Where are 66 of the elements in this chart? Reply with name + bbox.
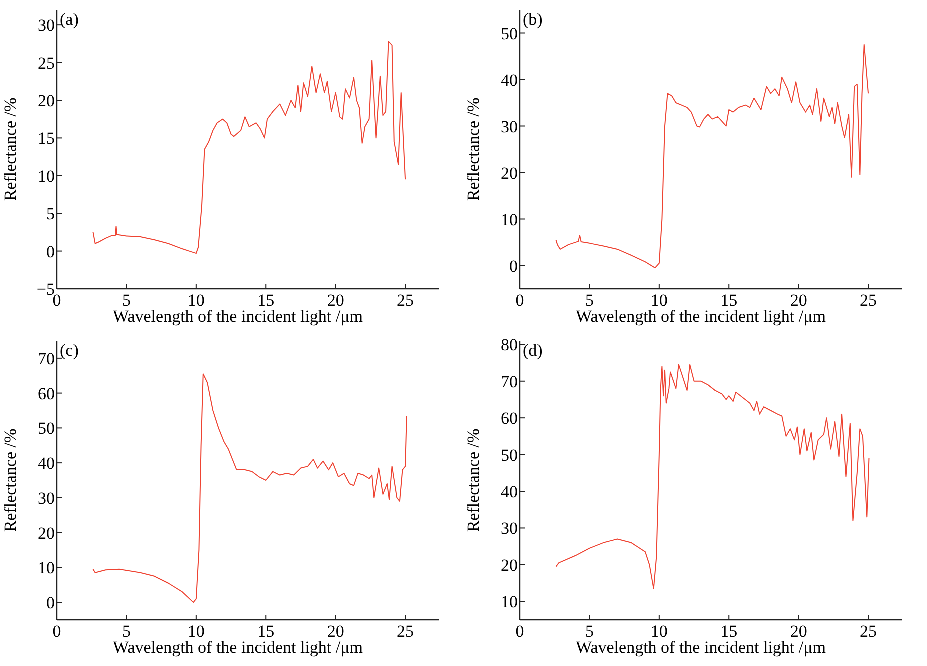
y-tick-label: 30 bbox=[38, 16, 55, 36]
x-tick-label: 15 bbox=[258, 622, 275, 641]
chart-title: (a) bbox=[60, 10, 79, 29]
y-tick-label: 20 bbox=[501, 164, 518, 183]
x-tick-label: 20 bbox=[790, 622, 808, 641]
line-series bbox=[556, 44, 870, 269]
y-tick-label: 10 bbox=[38, 558, 55, 578]
x-tick-label: 25 bbox=[397, 291, 414, 310]
x-tick-label: 10 bbox=[650, 291, 668, 310]
y-tick-label: 70 bbox=[501, 372, 518, 392]
x-tick-label: 20 bbox=[327, 622, 344, 641]
x-tick-label: 20 bbox=[327, 291, 344, 310]
y-tick-label: 10 bbox=[38, 166, 55, 186]
y-tick-label: 50 bbox=[501, 24, 518, 44]
y-tick-label: 50 bbox=[501, 446, 518, 465]
y-tick-label: 40 bbox=[501, 482, 518, 502]
y-tick-label: 0 bbox=[46, 242, 55, 262]
x-axis-title: Wavelength of the incident light /μm bbox=[113, 307, 363, 326]
x-tick-label: 5 bbox=[122, 291, 131, 310]
x-axis-title: Wavelength of the incident light /μm bbox=[113, 638, 363, 657]
x-tick-label: 25 bbox=[860, 622, 878, 641]
x-tick-label: 5 bbox=[585, 622, 594, 641]
y-axis-title: Reflectance /% bbox=[1, 428, 20, 532]
x-tick-label: 5 bbox=[122, 622, 131, 641]
y-axis-title: Reflectance /% bbox=[464, 428, 483, 532]
y-tick-label: 25 bbox=[38, 54, 55, 73]
y-tick-label: 5 bbox=[46, 204, 55, 224]
y-tick-label: 20 bbox=[501, 556, 518, 575]
chart-title: (d) bbox=[523, 341, 543, 360]
y-tick-label: 10 bbox=[501, 592, 518, 612]
line-series bbox=[92, 374, 408, 604]
y-tick-label: 50 bbox=[38, 419, 55, 438]
x-tick-label: 5 bbox=[585, 291, 594, 310]
y-tick-label: 70 bbox=[38, 349, 55, 368]
y-tick-label: 15 bbox=[38, 129, 55, 148]
y-tick-label: 0 bbox=[46, 594, 55, 613]
y-tick-label: 30 bbox=[501, 117, 518, 136]
line-series bbox=[92, 41, 406, 254]
y-axis-title: Reflectance /% bbox=[1, 98, 20, 202]
y-tick-label: 80 bbox=[501, 336, 518, 355]
line-series bbox=[556, 364, 870, 590]
y-tick-label: 20 bbox=[38, 91, 55, 110]
x-tick-label: 20 bbox=[790, 291, 808, 310]
x-tick-label: 10 bbox=[188, 622, 205, 641]
y-axis-title: Reflectance /% bbox=[464, 98, 483, 202]
y-tick-label: 30 bbox=[501, 519, 518, 538]
y-tick-label: 40 bbox=[38, 454, 55, 474]
y-tick-label: 30 bbox=[38, 488, 55, 508]
x-tick-label: 10 bbox=[650, 622, 668, 641]
y-tick-label: 60 bbox=[501, 409, 518, 428]
y-tick-label: 40 bbox=[501, 70, 518, 90]
y-tick-label: −5 bbox=[36, 280, 55, 299]
y-tick-label: 20 bbox=[38, 524, 55, 543]
x-axis-title: Wavelength of the incident light /μm bbox=[576, 638, 826, 657]
x-tick-label: 10 bbox=[188, 291, 205, 310]
y-tick-label: 0 bbox=[510, 256, 518, 276]
x-tick-label: 15 bbox=[258, 291, 275, 310]
x-tick-label: 15 bbox=[720, 622, 738, 641]
x-tick-label: 15 bbox=[720, 291, 738, 310]
y-tick-label: 10 bbox=[501, 210, 518, 230]
x-axis-title: Wavelength of the incident light /μm bbox=[576, 307, 826, 326]
y-tick-label: 60 bbox=[38, 384, 55, 404]
x-tick-label: 25 bbox=[860, 291, 878, 310]
x-tick-label: 25 bbox=[397, 622, 414, 641]
chart-title: (b) bbox=[523, 10, 543, 29]
chart-title: (c) bbox=[60, 341, 79, 360]
